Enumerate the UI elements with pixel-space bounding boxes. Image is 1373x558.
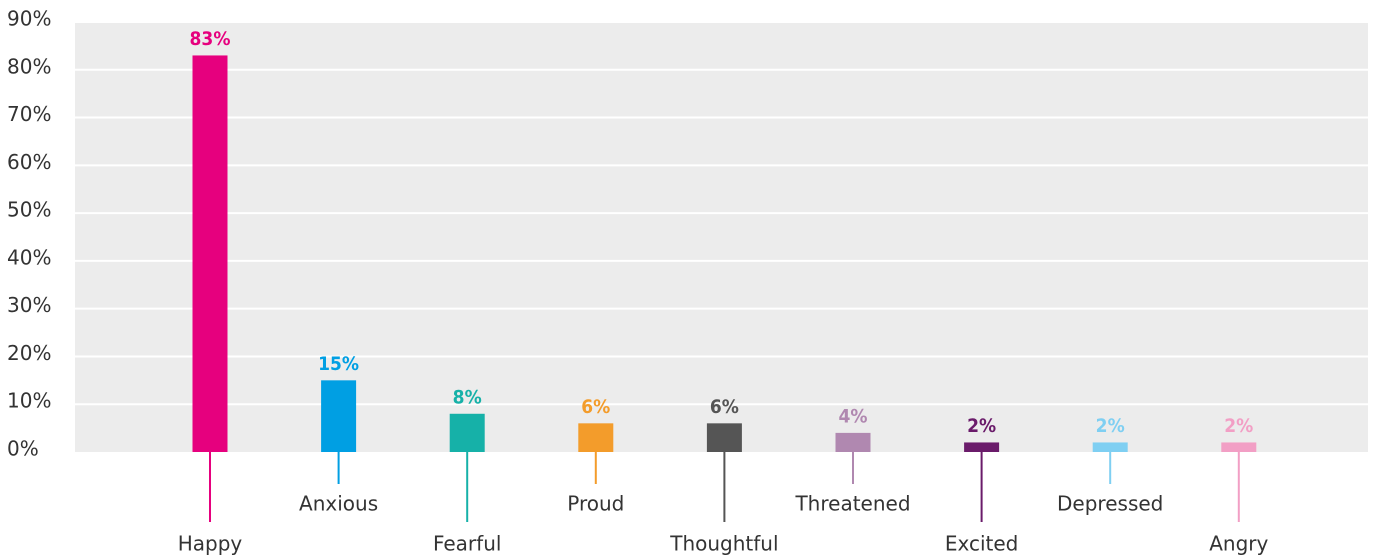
- x-tick-label: Happy: [178, 532, 243, 556]
- data-label: 6%: [581, 396, 610, 418]
- bar: [835, 432, 871, 452]
- y-tick-label: 0%: [7, 437, 39, 461]
- data-label: 6%: [710, 396, 739, 418]
- bar: [964, 442, 1000, 452]
- plot-background: [75, 22, 1368, 452]
- y-tick-label: 60%: [7, 150, 51, 174]
- data-label: 15%: [318, 353, 359, 375]
- bar: [578, 423, 614, 452]
- x-tick-label: Depressed: [1057, 492, 1163, 516]
- x-tick-label: Fearful: [433, 532, 501, 556]
- x-tick-label: Excited: [945, 532, 1019, 556]
- bar: [1221, 442, 1257, 452]
- x-tick-label: Thoughtful: [669, 532, 778, 556]
- x-tick-label: Threatened: [794, 492, 910, 516]
- y-tick-label: 40%: [7, 245, 51, 269]
- data-label: 2%: [1224, 415, 1253, 437]
- bar: [1092, 442, 1128, 452]
- bar: [706, 423, 742, 452]
- data-label: 4%: [838, 405, 867, 427]
- y-tick-label: 30%: [7, 293, 51, 317]
- bar: [321, 380, 357, 452]
- y-tick-label: 50%: [7, 198, 51, 222]
- y-tick-label: 70%: [7, 102, 51, 126]
- y-tick-label: 20%: [7, 341, 51, 365]
- x-tick-label: Anxious: [299, 492, 378, 516]
- bar: [449, 413, 485, 452]
- data-label: 2%: [967, 415, 996, 437]
- bar: [192, 55, 228, 452]
- y-tick-label: 10%: [7, 389, 51, 413]
- x-tick-label: Angry: [1209, 532, 1268, 556]
- y-tick-label: 80%: [7, 54, 51, 78]
- x-tick-label: Proud: [567, 492, 624, 516]
- data-label: 83%: [190, 28, 231, 50]
- y-tick-label: 90%: [7, 7, 51, 31]
- data-label: 2%: [1096, 415, 1125, 437]
- data-label: 8%: [453, 386, 482, 408]
